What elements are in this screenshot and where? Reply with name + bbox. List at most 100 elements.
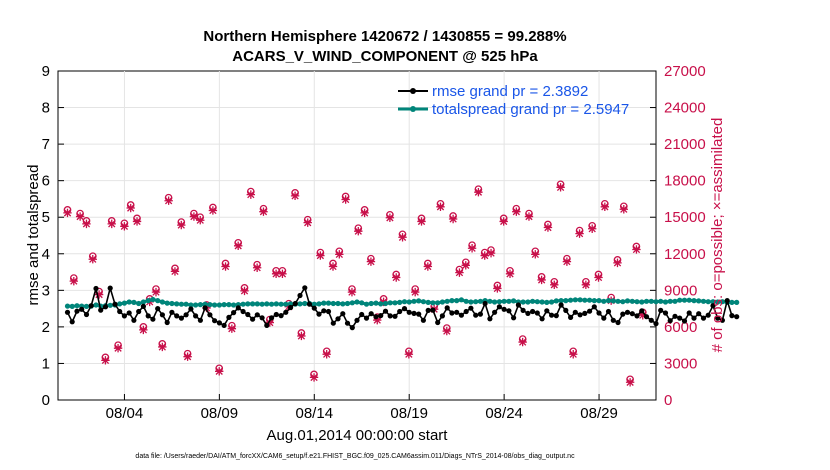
rmse-point bbox=[719, 317, 726, 323]
rmse-point bbox=[572, 309, 578, 315]
rmse-point bbox=[126, 310, 132, 316]
rmse-point bbox=[482, 300, 488, 307]
rmse-point bbox=[240, 308, 246, 315]
totalspread-point bbox=[316, 301, 322, 307]
totalspread-point bbox=[344, 300, 351, 307]
totalspread-point bbox=[216, 302, 222, 308]
rmse-point bbox=[169, 309, 175, 315]
totalspread-point bbox=[240, 301, 246, 307]
y-axis-right-label: # of obs: o=possible; ×=assimilated bbox=[709, 118, 726, 353]
rmse-point bbox=[197, 317, 203, 323]
rmse-point bbox=[463, 308, 469, 315]
rmse-point bbox=[643, 314, 650, 320]
right-tick-label: 12000 bbox=[664, 246, 706, 263]
rmse-point bbox=[696, 311, 702, 317]
obs-assimilated-point bbox=[613, 258, 622, 268]
totalspread-point bbox=[439, 299, 445, 305]
totalspread-point bbox=[601, 298, 607, 304]
obs-assimilated-point bbox=[448, 214, 458, 224]
obs-assimilated-point bbox=[215, 367, 224, 376]
rmse-point bbox=[64, 309, 71, 315]
rmse-point bbox=[136, 308, 142, 315]
x-tick-label: 08/19 bbox=[390, 405, 428, 422]
totalspread-point bbox=[231, 302, 237, 308]
totalspread-point bbox=[520, 299, 526, 305]
totalspread-point bbox=[534, 299, 540, 305]
rmse-point bbox=[98, 307, 104, 313]
obs-assimilated-point bbox=[505, 269, 515, 279]
totalspread-point bbox=[221, 302, 227, 308]
totalspread-point bbox=[193, 302, 199, 308]
x-tick-label: 08/24 bbox=[485, 405, 523, 422]
totalspread-point bbox=[297, 301, 303, 307]
obs-assimilated-point bbox=[550, 280, 559, 290]
obs-assimilated-point bbox=[158, 342, 167, 352]
obs-assimilated-point bbox=[82, 219, 91, 229]
obs-assimilated-point bbox=[385, 213, 395, 222]
obs-assimilated-point bbox=[556, 183, 565, 192]
rmse-point bbox=[496, 304, 502, 310]
totalspread-point bbox=[349, 300, 355, 306]
totalspread-point bbox=[425, 299, 431, 305]
rmse-point bbox=[221, 322, 227, 328]
legend-rmse-marker bbox=[410, 88, 416, 94]
obs-assimilated-point bbox=[170, 267, 180, 276]
rmse-point bbox=[492, 309, 498, 315]
rmse-point bbox=[430, 307, 436, 313]
rmse-point bbox=[392, 313, 398, 319]
rmse-point bbox=[610, 317, 616, 323]
totalspread-point bbox=[501, 298, 507, 304]
totalspread-point bbox=[587, 297, 593, 303]
totalspread-point bbox=[202, 301, 208, 307]
rmse-point bbox=[520, 307, 526, 313]
obs-assimilated-point bbox=[164, 196, 173, 205]
totalspread-point bbox=[430, 300, 436, 306]
obs-assimilated-point bbox=[316, 251, 325, 260]
obs-assimilated-point bbox=[436, 202, 445, 212]
left-tick-label: 9 bbox=[42, 63, 50, 80]
totalspread-point bbox=[458, 297, 464, 303]
obs-assimilated-point bbox=[328, 262, 338, 271]
rmse-point bbox=[387, 313, 393, 319]
rmse-point bbox=[715, 315, 721, 321]
totalspread-point bbox=[610, 298, 616, 304]
rmse-point bbox=[596, 310, 602, 316]
totalspread-point bbox=[715, 299, 721, 305]
left-tick-label: 7 bbox=[42, 136, 50, 153]
obs-assimilated-point bbox=[625, 378, 635, 387]
legend-spread-label: totalspread grand pr = 2.5947 bbox=[432, 101, 629, 118]
obs-assimilated-point bbox=[101, 356, 110, 365]
totalspread-point bbox=[496, 299, 502, 305]
rmse-point bbox=[231, 310, 237, 316]
left-tick-label: 1 bbox=[42, 355, 50, 372]
rmse-point bbox=[582, 310, 588, 316]
totalspread-point bbox=[449, 298, 455, 304]
totalspread-point bbox=[492, 299, 498, 305]
obs-assimilated-point bbox=[512, 207, 521, 216]
rmse-point bbox=[292, 300, 298, 307]
totalspread-point bbox=[549, 299, 555, 305]
totalspread-point bbox=[639, 299, 645, 305]
data-file-footnote: data file: /Users/raeder/DAI/ATM_forcXX/… bbox=[135, 453, 575, 460]
totalspread-point bbox=[226, 302, 232, 308]
obs-assimilated-point bbox=[309, 373, 319, 382]
x-tick-label: 08/14 bbox=[296, 405, 334, 422]
totalspread-point bbox=[164, 300, 170, 306]
chart-title-line2: ACARS_V_WIND_COMPONENT @ 525 hPa bbox=[232, 48, 538, 65]
totalspread-point bbox=[677, 297, 683, 303]
totalspread-point bbox=[126, 299, 132, 305]
rmse-point bbox=[577, 312, 583, 318]
rmse-point bbox=[515, 302, 522, 308]
rmse-point bbox=[340, 311, 346, 317]
totalspread-point bbox=[558, 298, 564, 304]
totalspread-point bbox=[197, 302, 203, 308]
totalspread-point bbox=[382, 300, 389, 307]
rmse-point bbox=[539, 316, 545, 322]
legend-spread-marker bbox=[410, 106, 416, 112]
rmse-point bbox=[648, 317, 654, 323]
totalspread-point bbox=[335, 300, 341, 307]
obs-assimilated-point bbox=[265, 318, 274, 327]
obs-assimilated-point bbox=[75, 212, 85, 221]
right-tick-label: 18000 bbox=[664, 173, 706, 190]
obs-assimilated-point bbox=[240, 286, 249, 296]
